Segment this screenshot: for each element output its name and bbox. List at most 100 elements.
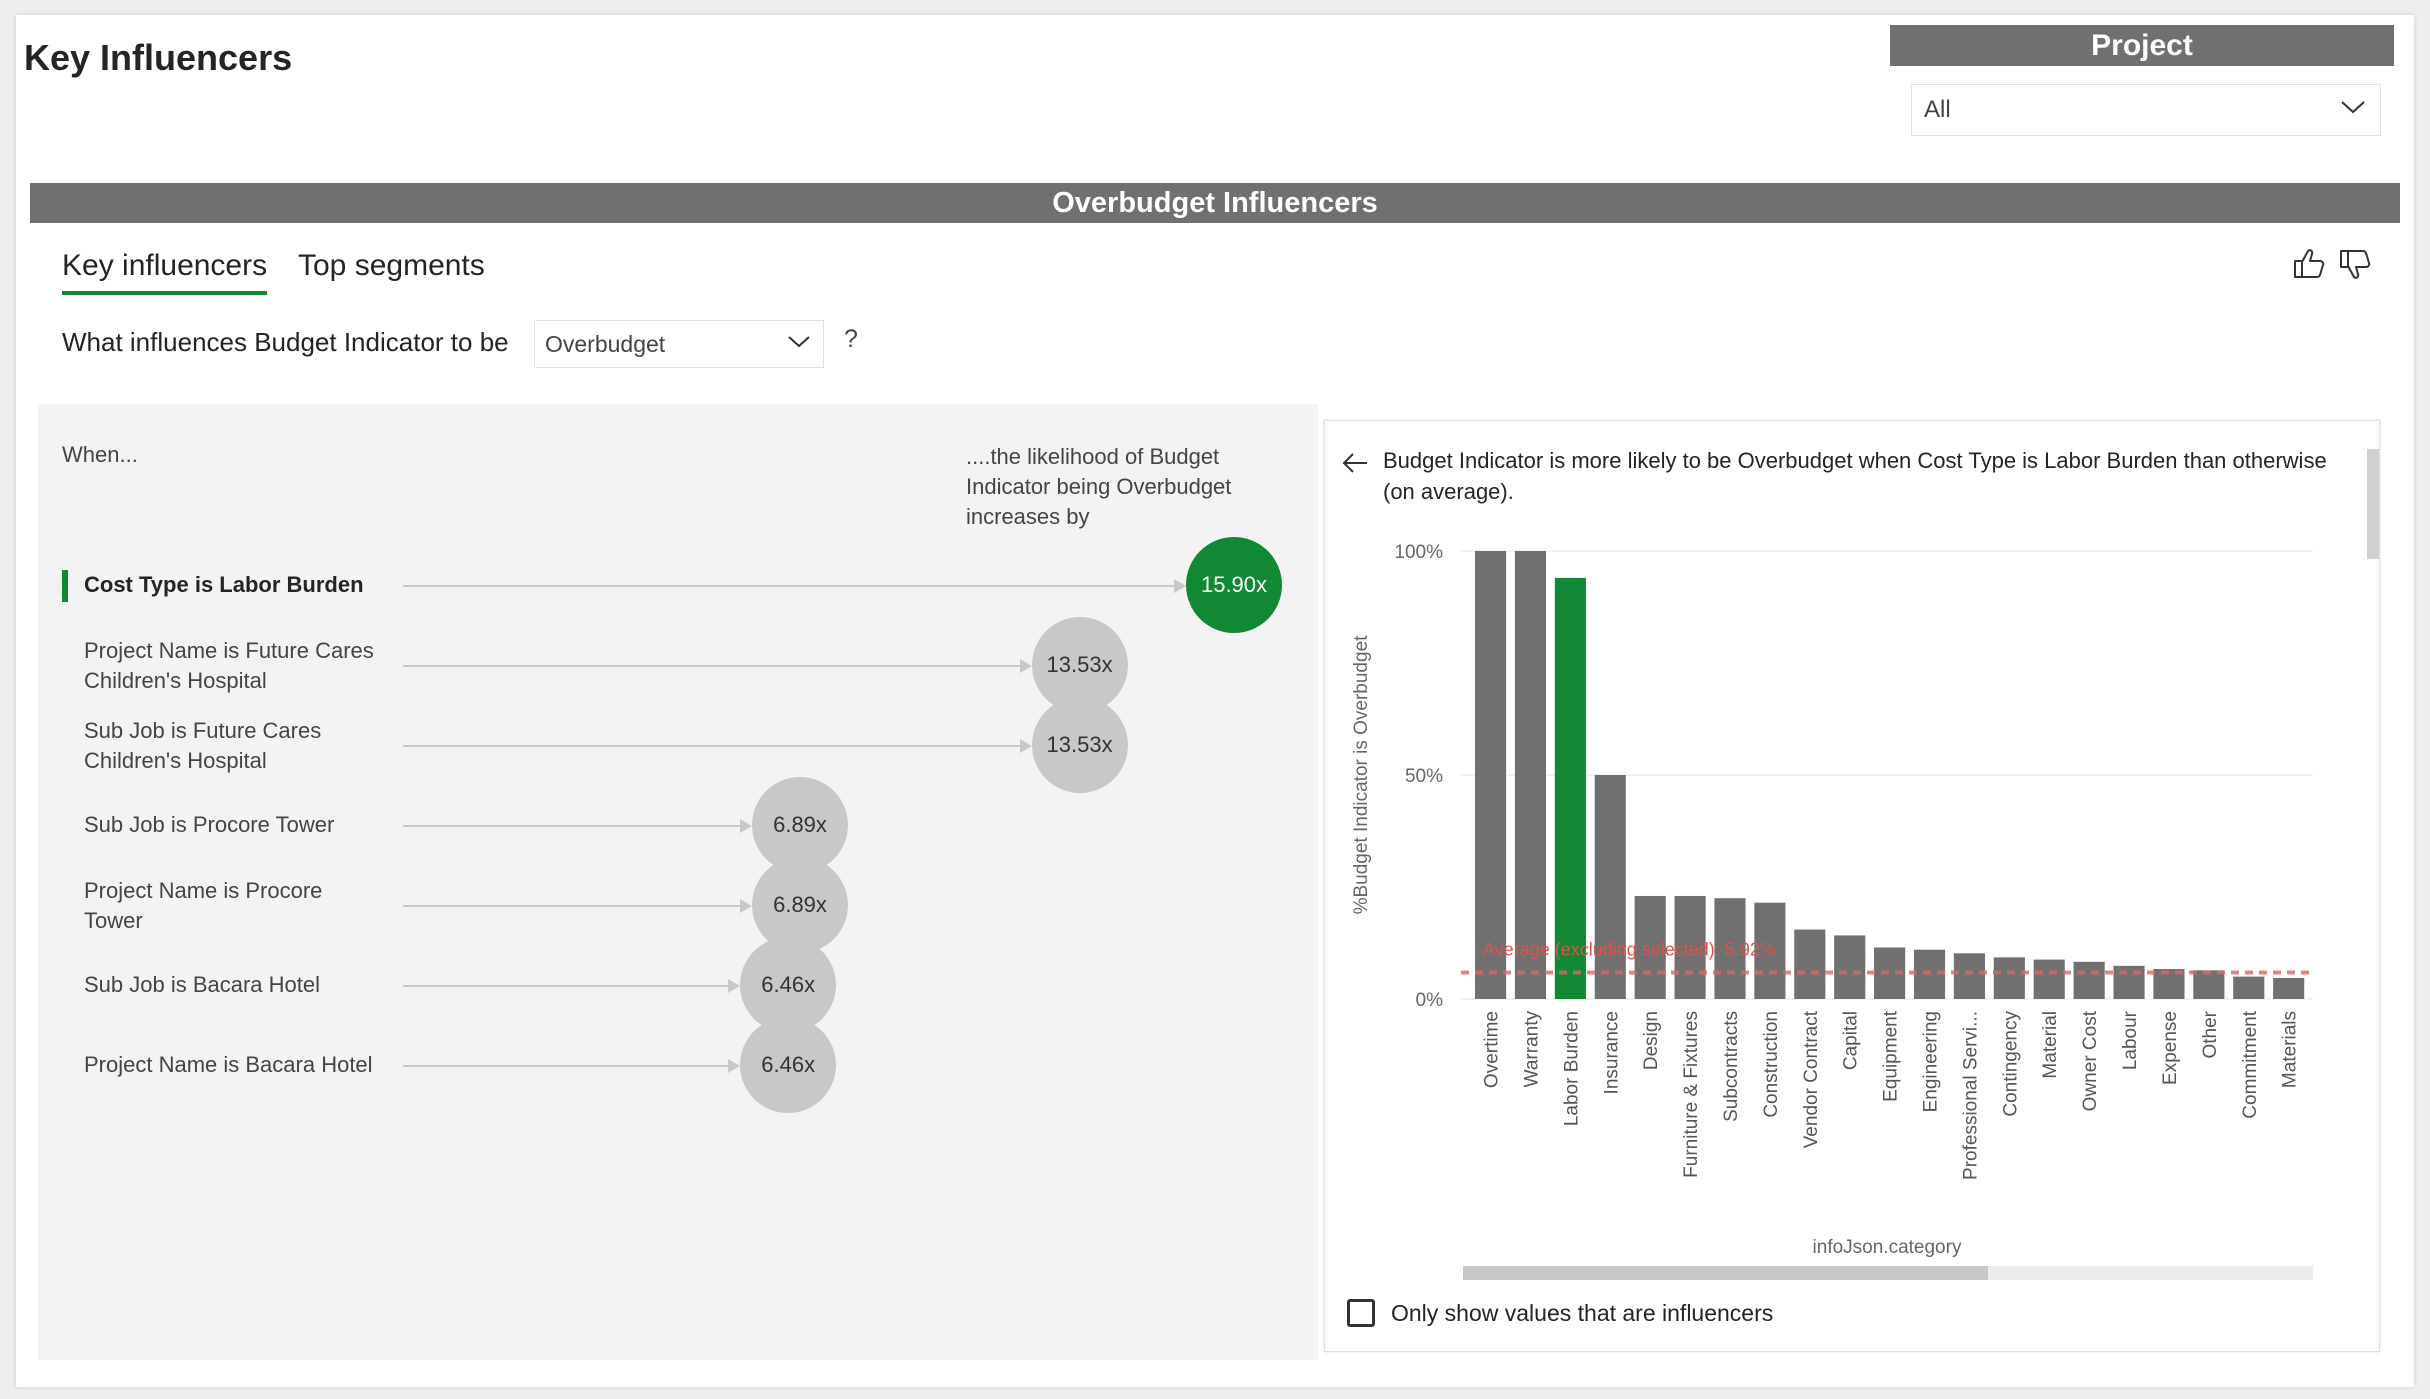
- bar[interactable]: [2273, 977, 2305, 999]
- x-tick-label: Expense: [2160, 1011, 2181, 1085]
- average-reference-label: Average (excluding selected): 5.92%: [1483, 939, 1776, 959]
- influencer-label: Project Name is Bacara Hotel: [84, 1052, 373, 1077]
- detail-title: Budget Indicator is more likely to be Ov…: [1383, 448, 2327, 504]
- bar[interactable]: [1634, 895, 1666, 999]
- bar[interactable]: [2033, 959, 2065, 999]
- influencer-row[interactable]: Sub Job is Procore Tower 6.89x: [38, 777, 1318, 904]
- y-tick-label: 100%: [1394, 542, 1443, 563]
- likelihood-label: ....the likelihood of Budget Indicator b…: [966, 444, 1232, 529]
- influencer-label: Sub Job is Procore Tower: [84, 812, 335, 837]
- influencer-bubble[interactable]: 6.46x: [740, 1017, 837, 1113]
- influencer-connector-line: [403, 825, 741, 827]
- list-fade: [38, 1250, 1318, 1360]
- bar[interactable]: [1993, 957, 2025, 999]
- influencer-row[interactable]: Project Name is Procore Tower 6.89x: [38, 857, 1318, 984]
- checkbox-box[interactable]: [1347, 1299, 1375, 1327]
- bar[interactable]: [1514, 551, 1547, 999]
- project-slicer-dropdown[interactable]: All: [1911, 84, 2381, 136]
- back-arrow-icon[interactable]: [1341, 451, 1369, 475]
- x-tick-label: Construction: [1761, 1011, 1782, 1118]
- influencer-row[interactable]: Project Name is Future Cares Children's …: [38, 617, 1318, 744]
- tab-top-segments[interactable]: Top segments: [298, 249, 485, 282]
- x-tick-label: Commitment: [2240, 1010, 2261, 1118]
- category-bar-chart: 0% 50% 100% %Budget Indicator is Overbudget…: [1351, 542, 2313, 1258]
- influencer-bubble[interactable]: 15.90x: [1186, 537, 1282, 633]
- bar[interactable]: [2073, 961, 2105, 999]
- influencer-row[interactable]: Project Name is Bacara Hotel 6.46x: [38, 1017, 1318, 1144]
- project-slicer-header: Project: [1890, 25, 2394, 66]
- report-canvas: Key Influencers Project All Overbudget I…: [16, 15, 2414, 1387]
- influencer-row[interactable]: Sub Job is Future Cares Children's Hospi…: [38, 697, 1318, 824]
- x-tick-label: Design: [1641, 1011, 1662, 1070]
- chart-horizontal-scrollbar[interactable]: [1463, 1266, 2313, 1280]
- influencer-connector-line: [403, 985, 729, 987]
- arrow-head-icon: [740, 899, 753, 913]
- x-tick-label: Insurance: [1601, 1011, 1622, 1094]
- arrow-head-icon: [740, 819, 753, 833]
- influencer-connector-line: [403, 905, 741, 907]
- influencer-label: Sub Job is Future Cares Children's Hospi…: [84, 718, 322, 773]
- influencer-connector-line: [403, 665, 1020, 667]
- y-tick-label: 0%: [1416, 990, 1444, 1011]
- chevron-down-icon: [2341, 101, 2365, 114]
- help-icon[interactable]: ?: [844, 325, 858, 353]
- x-tick-label: Labor Burden: [1561, 1011, 1582, 1126]
- thumbs-up-icon[interactable]: [2292, 247, 2326, 281]
- x-tick-label: Other: [2200, 1010, 2221, 1058]
- influencer-connector-line: [403, 745, 1020, 747]
- influencers-list-panel: When... ....the likelihood of Budget Ind…: [38, 404, 1318, 1360]
- x-tick-label: Warranty: [1521, 1011, 1542, 1088]
- report-title: Key Influencers: [24, 37, 293, 78]
- x-tick-label: Labour: [2120, 1010, 2141, 1070]
- panel-scrollbar[interactable]: [2367, 449, 2379, 559]
- influencer-bubble[interactable]: 13.53x: [1031, 697, 1128, 793]
- bar[interactable]: [2233, 976, 2265, 999]
- x-tick-label: Materials: [2280, 1011, 2301, 1088]
- bar[interactable]: [2193, 970, 2225, 999]
- influencer-label: Cost Type is Labor Burden: [84, 572, 364, 597]
- bar[interactable]: [1594, 775, 1626, 999]
- arrow-head-icon: [1019, 739, 1032, 753]
- arrow-head-icon: [1174, 579, 1186, 593]
- x-tick-label: Owner Cost: [2080, 1010, 2101, 1111]
- thumbs-down-icon[interactable]: [2338, 247, 2372, 281]
- influencer-connector-line: [403, 585, 1174, 587]
- target-value: Overbudget: [545, 330, 666, 357]
- x-tick-label: Engineering: [1921, 1011, 1942, 1112]
- arrow-head-icon: [1019, 659, 1032, 673]
- chevron-down-icon: [788, 336, 810, 348]
- y-axis-label: %Budget Indicator is Overbudget: [1351, 635, 1372, 915]
- project-slicer-value: All: [1924, 96, 1951, 123]
- y-tick-label: 50%: [1405, 766, 1443, 787]
- target-value-dropdown[interactable]: Overbudget: [534, 320, 824, 368]
- bar[interactable]: [1714, 898, 1746, 999]
- influencer-label: Project Name is Future Cares Children's …: [84, 638, 374, 693]
- influencer-bubble[interactable]: 6.89x: [752, 857, 849, 953]
- chart-scroll-thumb[interactable]: [1463, 1266, 1988, 1280]
- bar[interactable]: [1953, 953, 1985, 999]
- x-tick-label: Professional Servi...: [1960, 1011, 1981, 1180]
- x-tick-label: Furniture & Fixtures: [1681, 1011, 1702, 1178]
- x-tick-label: Material: [2040, 1011, 2061, 1079]
- bar[interactable]: [1554, 577, 1586, 999]
- bar[interactable]: [1754, 902, 1786, 999]
- influencer-label: Sub Job is Bacara Hotel: [84, 972, 321, 997]
- influencer-connector-line: [403, 1065, 729, 1067]
- tab-key-influencers[interactable]: Key influencers: [62, 249, 268, 295]
- checkbox-label: Only show values that are influencers: [1391, 1299, 1774, 1326]
- influence-question-label: What influences Budget Indicator to be: [62, 327, 509, 357]
- influencer-detail-panel: Budget Indicator is more likely to be Ov…: [1324, 420, 2380, 1352]
- only-influencers-checkbox[interactable]: Only show values that are influencers: [1347, 1299, 1773, 1327]
- selected-indicator: [62, 570, 68, 602]
- bar[interactable]: [1794, 929, 1826, 999]
- x-tick-label: Contingency: [2000, 1011, 2021, 1117]
- arrow-head-icon: [728, 1059, 741, 1073]
- influencer-row[interactable]: Cost Type is Labor Burden 15.90x: [38, 537, 1318, 664]
- bar[interactable]: [1834, 935, 1866, 999]
- bar[interactable]: [1475, 551, 1507, 999]
- bar[interactable]: [1674, 895, 1706, 999]
- when-label: When...: [62, 442, 138, 467]
- influencer-label: Project Name is Procore Tower: [84, 878, 323, 933]
- x-axis-label: infoJson.category: [1813, 1237, 1962, 1258]
- visual-title-bar: Overbudget Influencers: [30, 183, 2400, 223]
